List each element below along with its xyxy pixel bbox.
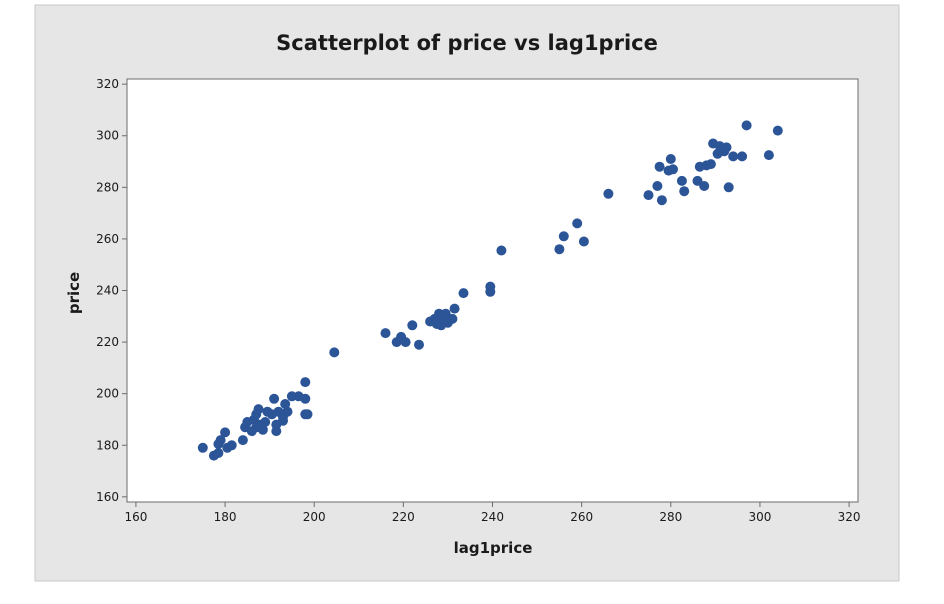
y-axis-label: price [65,272,83,314]
x-tick-label: 300 [748,510,771,524]
data-points [197,120,783,461]
data-point [458,288,469,299]
data-point [271,426,282,437]
data-point [705,159,716,170]
data-point [329,347,340,358]
data-point [679,186,690,197]
x-tick-label: 200 [303,510,326,524]
x-axis: 160 180 200 220 240 260 280 300 320 [124,502,861,524]
data-point [213,448,224,458]
x-tick-label: 160 [124,510,147,524]
data-point [485,281,496,292]
data-point [668,164,678,175]
data-point [603,188,614,199]
data-point [300,393,311,404]
data-point [723,182,734,193]
data-point [215,435,226,446]
x-tick-label: 240 [481,510,504,524]
x-tick-label: 320 [838,510,861,524]
data-point [257,424,268,435]
data-point [269,393,280,404]
data-point [699,181,710,191]
x-tick-label: 220 [392,510,415,524]
data-point [407,320,418,331]
data-point [237,435,248,446]
data-point [721,142,732,153]
x-tick-label: 180 [214,510,237,524]
data-point [656,195,667,206]
y-tick-label: 160 [96,490,119,504]
y-axis: 160 180 200 220 240 260 280 300 320 [96,77,127,504]
x-tick-label: 260 [570,510,593,524]
data-point [220,427,231,438]
data-point [554,244,565,255]
data-point [300,377,311,388]
data-point [496,245,507,256]
data-point [741,120,752,131]
data-point [772,125,783,136]
data-point [280,399,291,409]
data-point [643,190,654,201]
data-point [654,161,665,172]
data-point [578,236,589,247]
y-tick-label: 200 [96,387,119,401]
data-point [652,181,663,191]
data-point [665,154,676,164]
x-tick-label: 280 [659,510,682,524]
data-point [728,151,739,162]
x-axis-label: lag1price [454,539,533,557]
y-tick-label: 320 [96,77,119,91]
y-tick-label: 260 [96,232,119,246]
y-tick-label: 300 [96,129,119,143]
chart-title: Scatterplot of price vs lag1price [276,31,658,55]
y-tick-label: 280 [96,180,119,194]
data-point [380,328,391,339]
data-point [253,404,264,415]
data-point [260,417,271,427]
data-point [449,303,460,314]
data-point [226,440,237,451]
y-tick-label: 180 [96,438,119,452]
y-tick-label: 220 [96,335,119,349]
data-point [197,442,208,453]
data-point [400,337,411,348]
data-point [278,415,288,426]
data-point [447,313,458,324]
y-tick-label: 240 [96,284,119,298]
data-point [737,151,748,162]
data-point [282,406,293,417]
data-point [302,409,313,420]
data-point [763,150,774,161]
data-point [558,231,569,242]
data-point [572,218,583,229]
data-point [676,175,687,186]
data-point [414,339,424,350]
